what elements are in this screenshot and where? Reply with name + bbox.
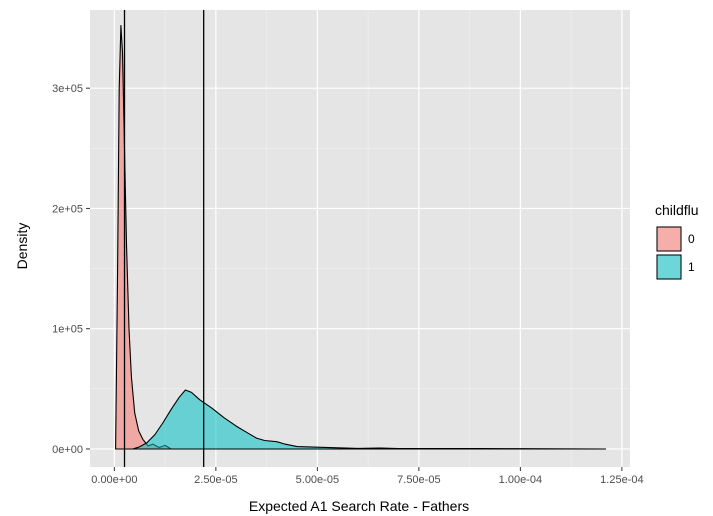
x-tick-label: 5.00e-05 [296, 474, 339, 486]
legend-swatch [656, 226, 682, 252]
legend: childflu 0 1 [655, 202, 699, 280]
y-axis-title: Density [14, 223, 30, 270]
legend-label: 1 [688, 260, 695, 274]
density-area-1 [132, 389, 607, 450]
y-tick-label: 2e+05 [52, 203, 83, 215]
x-tick-label: 2.50e-05 [194, 474, 237, 486]
plot-panel [90, 10, 630, 467]
x-axis-title: Expected A1 Search Rate - Fathers [249, 498, 469, 514]
x-tick-label: 0.00e+00 [91, 474, 137, 486]
legend-label: 0 [688, 232, 695, 246]
x-axis: 0.00e+00 2.50e-05 5.00e-05 7.50e-05 1.00e-04… [91, 467, 644, 486]
legend-title: childflu [655, 202, 699, 218]
legend-swatch [656, 254, 682, 280]
y-tick-label: 0e+00 [52, 444, 83, 456]
density-areas [115, 25, 607, 450]
reference-lines [123, 10, 205, 467]
y-tick-label: 3e+05 [52, 83, 83, 95]
y-tick-label: 1e+05 [52, 324, 83, 336]
y-axis: 0e+00 1e+05 2e+05 3e+05 [52, 83, 90, 456]
x-tick-label: 7.50e-05 [397, 474, 440, 486]
x-tick-label: 1.25e-04 [600, 474, 643, 486]
x-tick-label: 1.00e-04 [499, 474, 542, 486]
